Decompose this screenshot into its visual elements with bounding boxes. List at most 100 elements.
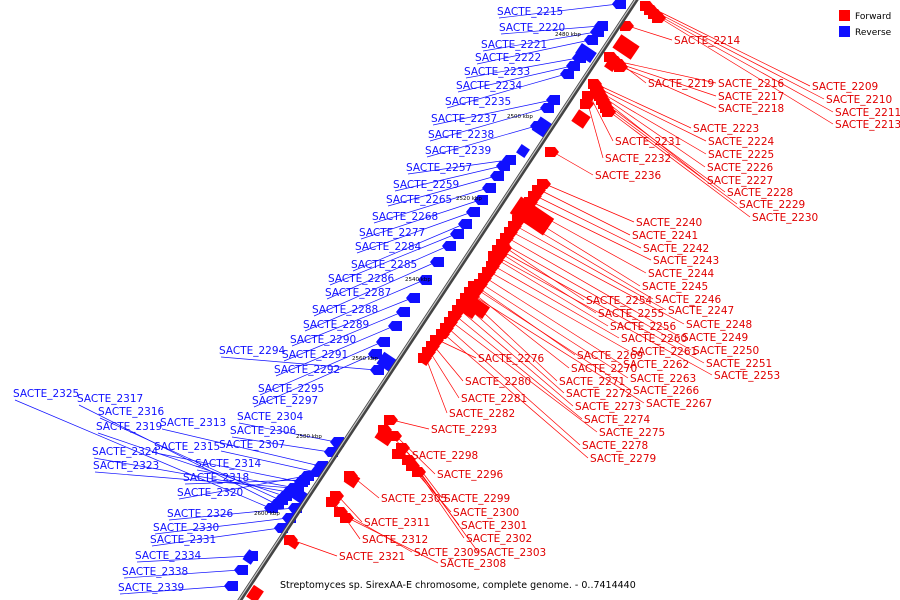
gene-label-sacte_2295[interactable]: SACTE_2295 bbox=[258, 383, 324, 395]
gene-label-sacte_2211[interactable]: SACTE_2211 bbox=[835, 107, 900, 119]
gene-arrow-reverse[interactable] bbox=[234, 565, 248, 575]
gene-arrow-reverse[interactable] bbox=[388, 321, 402, 331]
gene-label-sacte_2307[interactable]: SACTE_2307 bbox=[219, 439, 285, 451]
gene-label-sacte_2262[interactable]: SACTE_2262 bbox=[623, 359, 689, 371]
gene-label-sacte_2299[interactable]: SACTE_2299 bbox=[444, 493, 510, 505]
gene-arrow-reverse[interactable] bbox=[442, 241, 456, 251]
gene-arrow-reverse[interactable] bbox=[406, 293, 420, 303]
gene-label-sacte_2315[interactable]: SACTE_2315 bbox=[154, 441, 220, 453]
gene-label-sacte_2311[interactable]: SACTE_2311 bbox=[364, 517, 430, 529]
gene-label-sacte_2306[interactable]: SACTE_2306 bbox=[230, 425, 297, 437]
gene-arrow-forward[interactable] bbox=[652, 13, 666, 23]
gene-label-sacte_2218[interactable]: SACTE_2218 bbox=[718, 103, 784, 115]
gene-arrow-reverse[interactable] bbox=[560, 69, 574, 79]
gene-label-sacte_2319[interactable]: SACTE_2319 bbox=[96, 421, 162, 433]
gene-label-sacte_2287[interactable]: SACTE_2287 bbox=[325, 287, 391, 299]
gene-label-sacte_2238[interactable]: SACTE_2238 bbox=[428, 129, 494, 141]
gene-label-sacte_2305[interactable]: SACTE_2305 bbox=[381, 493, 447, 505]
gene-label-sacte_2286[interactable]: SACTE_2286 bbox=[328, 273, 395, 285]
gene-arrow-forward[interactable] bbox=[488, 251, 502, 261]
gene-arrow-reverse[interactable] bbox=[546, 95, 560, 105]
gene-label-sacte_2303[interactable]: SACTE_2303 bbox=[480, 547, 546, 559]
gene-arrow-reverse[interactable] bbox=[466, 207, 480, 217]
gene-label-sacte_2317[interactable]: SACTE_2317 bbox=[77, 393, 143, 405]
gene-label-sacte_2247[interactable]: SACTE_2247 bbox=[668, 305, 734, 317]
gene-arrow-reverse[interactable] bbox=[590, 27, 604, 37]
gene-arrow-reverse[interactable] bbox=[458, 219, 472, 229]
gene-label-sacte_2324[interactable]: SACTE_2324 bbox=[92, 446, 159, 458]
gene-label-sacte_2239[interactable]: SACTE_2239 bbox=[425, 145, 491, 157]
gene-label-sacte_2269[interactable]: SACTE_2269 bbox=[577, 350, 643, 362]
gene-label-sacte_2302[interactable]: SACTE_2302 bbox=[466, 533, 532, 545]
gene-arrow-reverse[interactable] bbox=[396, 307, 410, 317]
gene-label-sacte_2293[interactable]: SACTE_2293 bbox=[431, 424, 497, 436]
gene-label-sacte_2263[interactable]: SACTE_2263 bbox=[630, 373, 696, 385]
gene-label-sacte_2240[interactable]: SACTE_2240 bbox=[636, 217, 702, 229]
gene-label-sacte_2289[interactable]: SACTE_2289 bbox=[303, 319, 369, 331]
gene-label-sacte_2309[interactable]: SACTE_2309 bbox=[414, 547, 480, 559]
gene-label-sacte_2231[interactable]: SACTE_2231 bbox=[615, 136, 681, 148]
gene-label-sacte_2256[interactable]: SACTE_2256 bbox=[610, 321, 677, 333]
gene-label-sacte_2209[interactable]: SACTE_2209 bbox=[812, 81, 878, 93]
gene-label-sacte_2325[interactable]: SACTE_2325 bbox=[13, 388, 79, 400]
gene-label-sacte_2301[interactable]: SACTE_2301 bbox=[461, 520, 527, 532]
gene-label-sacte_2216[interactable]: SACTE_2216 bbox=[718, 78, 785, 90]
gene-arrow-forward[interactable] bbox=[580, 99, 594, 109]
gene-arrow-reverse[interactable] bbox=[376, 337, 390, 347]
gene-arrow-forward[interactable] bbox=[412, 467, 426, 477]
gene-arrow-reverse[interactable] bbox=[430, 257, 444, 267]
gene-arrow-reverse[interactable] bbox=[612, 0, 626, 9]
gene-label-sacte_2227[interactable]: SACTE_2227 bbox=[707, 175, 773, 187]
gene-label-sacte_2339[interactable]: SACTE_2339 bbox=[118, 582, 184, 594]
gene-label-sacte_2271[interactable]: SACTE_2271 bbox=[559, 376, 625, 388]
gene-arrow-forward[interactable] bbox=[602, 107, 616, 117]
gene-label-sacte_2265[interactable]: SACTE_2265 bbox=[386, 194, 452, 206]
gene-label-sacte_2237[interactable]: SACTE_2237 bbox=[431, 113, 497, 125]
gene-label-sacte_2246[interactable]: SACTE_2246 bbox=[655, 294, 722, 306]
gene-label-sacte_2316[interactable]: SACTE_2316 bbox=[98, 406, 165, 418]
gene-label-sacte_2273[interactable]: SACTE_2273 bbox=[575, 401, 641, 413]
gene-label-sacte_2229[interactable]: SACTE_2229 bbox=[739, 199, 805, 211]
gene-arrow-reverse[interactable] bbox=[474, 195, 488, 205]
gene-label-sacte_2221[interactable]: SACTE_2221 bbox=[481, 39, 547, 51]
gene-label-sacte_2224[interactable]: SACTE_2224 bbox=[708, 136, 775, 148]
gene-label-sacte_2222[interactable]: SACTE_2222 bbox=[475, 52, 541, 64]
gene-arrow-forward[interactable] bbox=[545, 147, 559, 157]
gene-label-sacte_2232[interactable]: SACTE_2232 bbox=[605, 153, 671, 165]
gene-label-sacte_2331[interactable]: SACTE_2331 bbox=[150, 534, 216, 546]
gene-label-sacte_2253[interactable]: SACTE_2253 bbox=[714, 370, 780, 382]
gene-label-sacte_2223[interactable]: SACTE_2223 bbox=[693, 123, 759, 135]
gene-arrow-forward[interactable] bbox=[620, 21, 634, 31]
gene-label-sacte_2248[interactable]: SACTE_2248 bbox=[686, 319, 752, 331]
gene-label-sacte_2321[interactable]: SACTE_2321 bbox=[339, 551, 405, 563]
gene-label-sacte_2210[interactable]: SACTE_2210 bbox=[826, 94, 892, 106]
gene-label-sacte_2334[interactable]: SACTE_2334 bbox=[135, 550, 202, 562]
gene-label-sacte_2245[interactable]: SACTE_2245 bbox=[642, 281, 708, 293]
gene-label-sacte_2236[interactable]: SACTE_2236 bbox=[595, 170, 662, 182]
gene-label-sacte_2244[interactable]: SACTE_2244 bbox=[648, 268, 715, 280]
gene-label-sacte_2251[interactable]: SACTE_2251 bbox=[706, 358, 772, 370]
gene-label-sacte_2275[interactable]: SACTE_2275 bbox=[599, 427, 665, 439]
gene-label-sacte_2338[interactable]: SACTE_2338 bbox=[122, 566, 188, 578]
gene-arrow-forward[interactable] bbox=[436, 329, 450, 339]
gene-label-sacte_2314[interactable]: SACTE_2314 bbox=[195, 458, 262, 470]
gene-label-sacte_2225[interactable]: SACTE_2225 bbox=[708, 149, 774, 161]
gene-label-sacte_2242[interactable]: SACTE_2242 bbox=[643, 243, 709, 255]
gene-arrow-reverse[interactable] bbox=[368, 349, 382, 359]
gene-label-sacte_2284[interactable]: SACTE_2284 bbox=[355, 241, 422, 253]
gene-arrow-reverse[interactable] bbox=[540, 103, 554, 113]
gene-label-sacte_2318[interactable]: SACTE_2318 bbox=[183, 472, 249, 484]
gene-arrow-reverse[interactable] bbox=[300, 471, 314, 481]
gene-label-sacte_2217[interactable]: SACTE_2217 bbox=[718, 91, 784, 103]
gene-label-sacte_2267[interactable]: SACTE_2267 bbox=[646, 398, 712, 410]
gene-label-sacte_2254[interactable]: SACTE_2254 bbox=[586, 295, 653, 307]
gene-arrow-reverse[interactable] bbox=[490, 171, 504, 181]
gene-label-sacte_2277[interactable]: SACTE_2277 bbox=[359, 227, 425, 239]
gene-label-sacte_2285[interactable]: SACTE_2285 bbox=[351, 259, 417, 271]
gene-arrow-reverse[interactable] bbox=[482, 183, 496, 193]
gene-label-sacte_2255[interactable]: SACTE_2255 bbox=[598, 308, 664, 320]
gene-label-sacte_2294[interactable]: SACTE_2294 bbox=[219, 345, 286, 357]
gene-label-sacte_2308[interactable]: SACTE_2308 bbox=[440, 558, 506, 570]
gene-label-sacte_2292[interactable]: SACTE_2292 bbox=[274, 364, 340, 376]
gene-label-sacte_2226[interactable]: SACTE_2226 bbox=[707, 162, 774, 174]
